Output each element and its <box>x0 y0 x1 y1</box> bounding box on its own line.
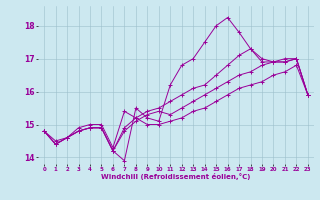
X-axis label: Windchill (Refroidissement éolien,°C): Windchill (Refroidissement éolien,°C) <box>101 173 251 180</box>
